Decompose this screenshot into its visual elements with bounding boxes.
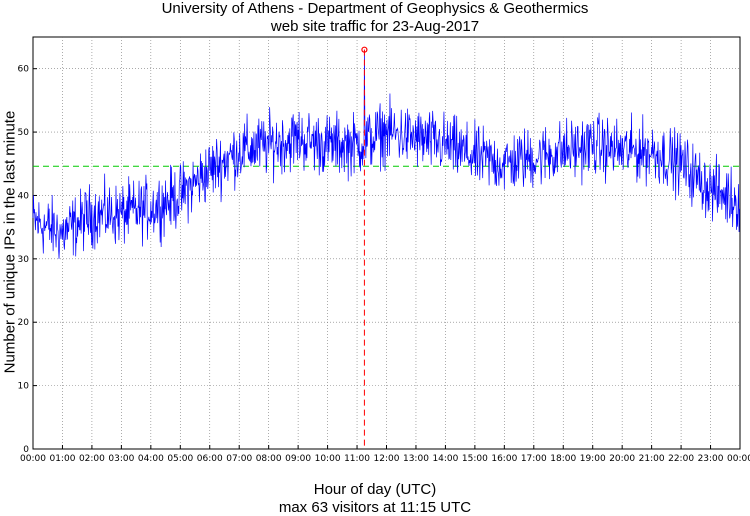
x-tick-label: 13:00 xyxy=(403,454,429,464)
x-tick-label: 01:00 xyxy=(49,454,75,464)
x-tick-label: 14:00 xyxy=(432,454,458,464)
plot-frame xyxy=(32,36,741,450)
max-visitors-note: max 63 visitors at 11:15 UTC xyxy=(278,499,472,516)
x-axis-ticks: 00:00 01:00 02:00 03:00 04:00 05:00 06:00 07:00… xyxy=(20,445,750,464)
x-tick-label: 03:00 xyxy=(108,454,134,464)
y-axis-ticks: 0 10 20 30 40 50 60 xyxy=(18,65,37,455)
y-tick-label: 40 xyxy=(18,191,30,201)
y-tick-label: 10 xyxy=(18,382,30,392)
x-tick-label: 18:00 xyxy=(550,454,576,464)
x-tick-label: 08:00 xyxy=(256,454,282,464)
x-tick-label: 00:00 xyxy=(20,454,46,464)
y-tick-label: 20 xyxy=(18,318,30,328)
chart-title: University of Athens - Department of Geo… xyxy=(161,0,589,17)
x-tick-label: 20:00 xyxy=(609,454,635,464)
x-tick-label: 11:00 xyxy=(344,454,370,464)
x-tick-label: 07:00 xyxy=(226,454,252,464)
x-tick-label: 06:00 xyxy=(197,454,223,464)
x-tick-label: 16:00 xyxy=(491,454,517,464)
grid xyxy=(33,37,740,449)
traffic-series-line xyxy=(32,49,740,259)
x-tick-label: 09:00 xyxy=(285,454,311,464)
y-tick-label: 60 xyxy=(18,65,30,75)
x-axis-label: Hour of day (UTC) xyxy=(313,481,437,498)
x-tick-label: 12:00 xyxy=(374,454,400,464)
x-tick-label: 04:00 xyxy=(138,454,164,464)
x-tick-label: 02:00 xyxy=(79,454,105,464)
chart-subtitle: web site traffic for 23-Aug-2017 xyxy=(270,18,480,35)
x-tick-label: 05:00 xyxy=(167,454,193,464)
x-tick-label: 22:00 xyxy=(668,454,694,464)
y-tick-label: 30 xyxy=(18,255,30,265)
x-tick-label: 23:00 xyxy=(698,454,724,464)
x-tick-label: 00:00 xyxy=(727,454,750,464)
x-tick-label: 21:00 xyxy=(639,454,665,464)
max-marker-point xyxy=(361,46,368,53)
x-tick-label: 10:00 xyxy=(315,454,341,464)
y-tick-label: 50 xyxy=(18,128,30,138)
x-tick-label: 15:00 xyxy=(462,454,488,464)
y-tick-label: 0 xyxy=(23,445,29,455)
x-tick-label: 17:00 xyxy=(521,454,547,464)
x-tick-label: 19:00 xyxy=(580,454,606,464)
